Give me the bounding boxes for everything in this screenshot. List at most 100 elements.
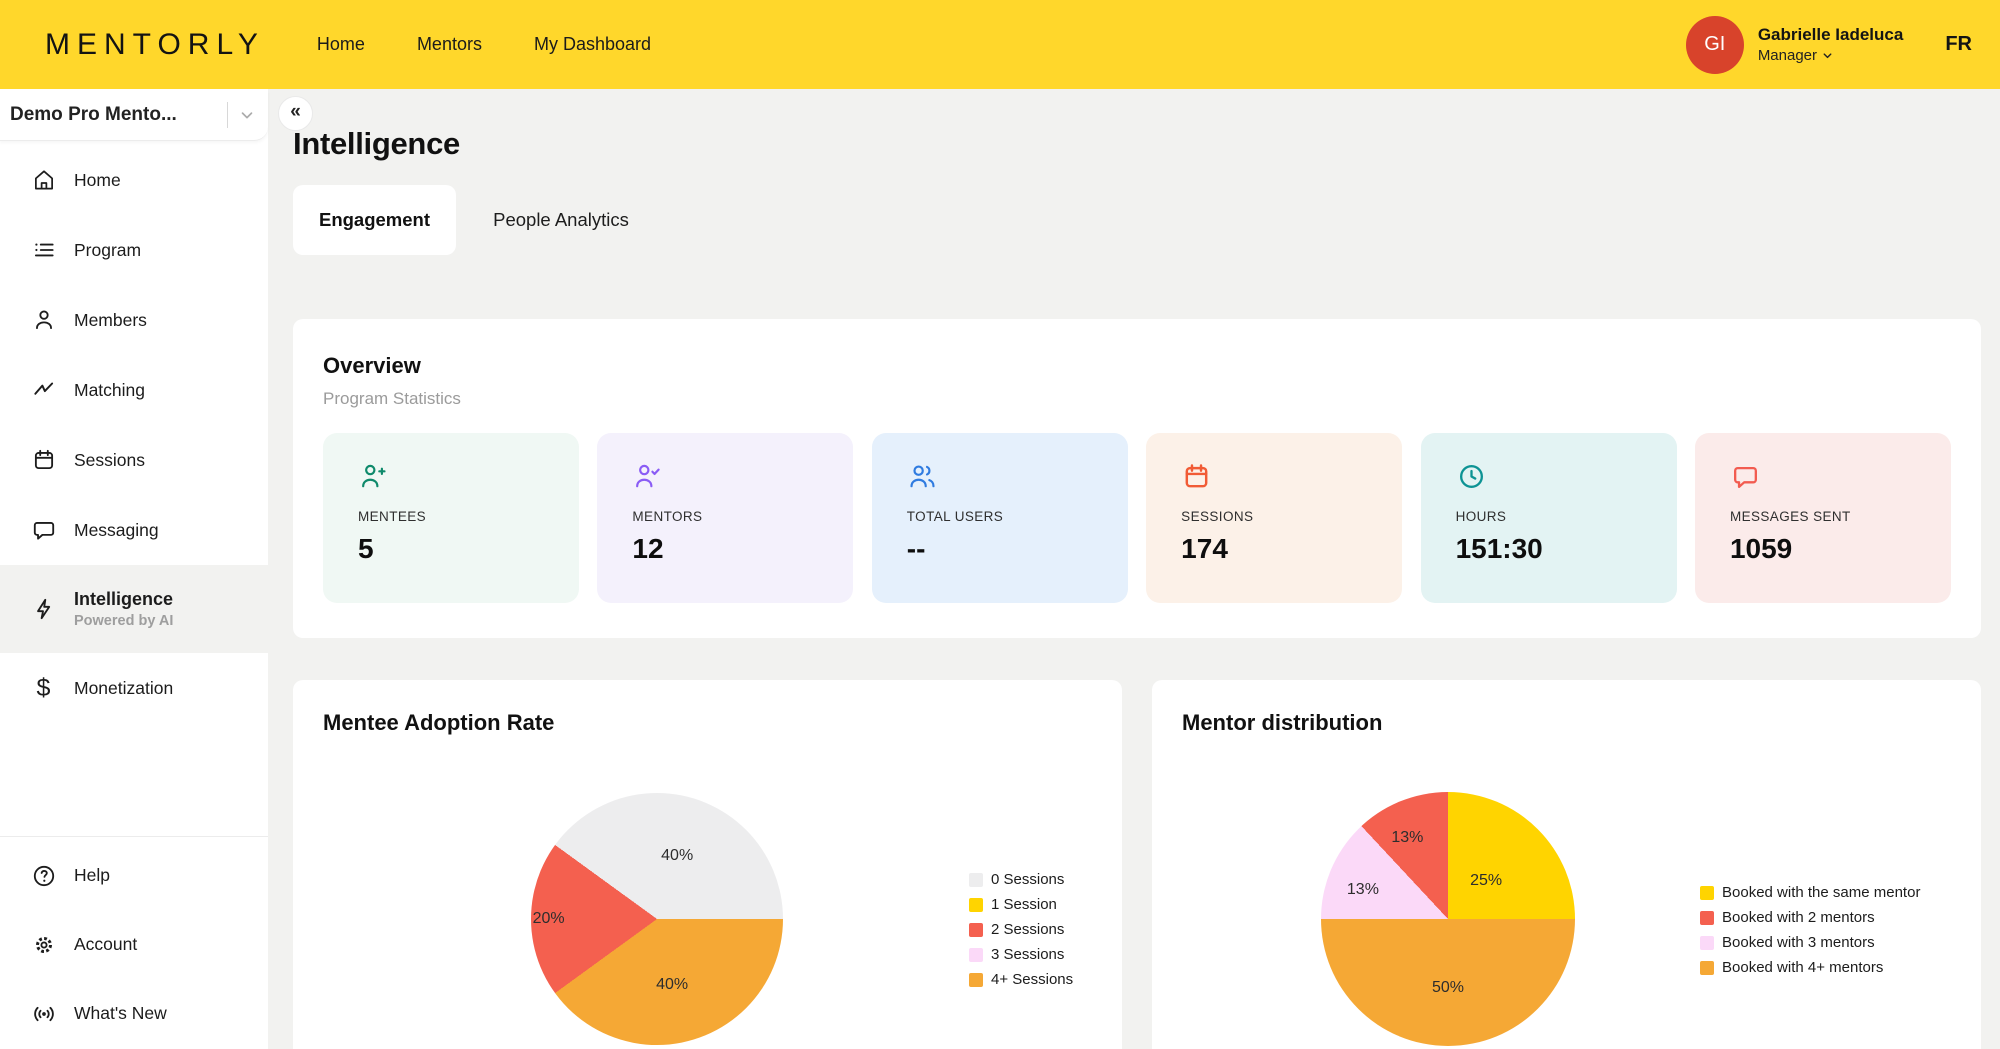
legend-swatch (969, 872, 983, 887)
language-toggle[interactable]: FR (1945, 33, 1972, 55)
sidebar-item-help[interactable]: Help (0, 841, 268, 910)
legend-item-same-mentor[interactable]: Booked with the same mentor (1700, 884, 1920, 901)
sidebar-item-monetization[interactable]: $ Monetization (0, 653, 268, 723)
nav-link-my-dashboard[interactable]: My Dashboard (533, 34, 652, 54)
pie-slice-label: 40% (656, 975, 689, 993)
program-name: Demo Pro Mento... (10, 103, 177, 125)
legend-item-4plus-mentors[interactable]: Booked with 4+ mentors (1700, 959, 1920, 976)
overview-subtitle: Program Statistics (323, 389, 461, 408)
sidebar-footer: Help Account What's New (0, 836, 268, 1048)
stat-value: 5 (358, 533, 374, 564)
sidebar-collapse-button[interactable]: « (278, 96, 313, 131)
pie-slice-label: 25% (1470, 871, 1503, 889)
legend-swatch (969, 972, 983, 987)
user-menu[interactable]: Gabrielle Iadeluca Manager (1758, 25, 1904, 64)
sidebar-item-account[interactable]: Account (0, 910, 268, 979)
legend-item-0-sessions[interactable]: 0 Sessions (969, 871, 1073, 888)
top-navbar: MENTORLY Home Mentors My Dashboard GI Ga… (0, 0, 2000, 89)
legend-item-1-session[interactable]: 1 Session (969, 896, 1073, 913)
chevron-down-icon (1821, 49, 1834, 62)
stat-label: SESSIONS (1181, 509, 1254, 524)
legend-label: 1 Session (991, 896, 1057, 913)
messaging-icon (30, 517, 57, 544)
sidebar-item-label: Help (74, 865, 110, 885)
legend-label: 3 Sessions (991, 946, 1065, 963)
pie-slice-label: 40% (661, 847, 694, 864)
mentee-adoption-legend: 0 Sessions 1 Session 2 Sessions 3 Sessio… (969, 871, 1073, 988)
legend-item-2-mentors[interactable]: Booked with 2 mentors (1700, 909, 1920, 926)
nav-link-mentors[interactable]: Mentors (416, 34, 482, 54)
mentee-adoption-pie[interactable]: 40% 20% 40% (531, 793, 783, 1045)
help-icon (30, 862, 57, 889)
legend-item-3-sessions[interactable]: 3 Sessions (969, 946, 1073, 963)
chat-icon (1730, 461, 1951, 492)
sidebar-item-label: Intelligence (74, 589, 174, 609)
legend-label: Booked with the same mentor (1722, 884, 1921, 901)
person-check-icon (632, 461, 853, 492)
sidebar-item-members[interactable]: Members (0, 285, 268, 355)
legend-label: Booked with 2 mentors (1722, 909, 1875, 926)
user-role-dropdown[interactable]: Manager (1758, 47, 1904, 64)
sidebar-nav: Home Program Members Matching (0, 141, 268, 723)
sidebar-item-label: Members (74, 309, 147, 330)
members-icon (30, 307, 57, 334)
sidebar-item-home[interactable]: Home (0, 145, 268, 215)
monetization-icon: $ (36, 673, 51, 702)
mentee-adoption-title: Mentee Adoption Rate (323, 710, 555, 735)
intelligence-icon (30, 596, 57, 623)
intelligence-tabs: Engagement People Analytics (293, 185, 666, 255)
sidebar-item-messaging[interactable]: Messaging (0, 495, 268, 565)
pie-slice-label: 13% (1346, 880, 1379, 898)
legend-label: Booked with 3 mentors (1722, 934, 1875, 951)
legend-swatch (969, 947, 983, 962)
tab-people-analytics[interactable]: People Analytics (493, 209, 629, 230)
sidebar-item-intelligence[interactable]: Intelligence Powered by AI (0, 565, 268, 653)
stat-value: -- (906, 533, 926, 564)
stat-tile-mentees: MENTEES 5 (323, 433, 579, 603)
stat-tile-hours: HOURS 151:30 (1420, 433, 1677, 603)
stat-value: 12 (632, 533, 664, 564)
user-name: Gabrielle Iadeluca (1757, 25, 1904, 44)
mentorly-logo[interactable]: MENTORLY (45, 27, 265, 61)
pie-slice-label: 50% (1431, 978, 1465, 996)
legend-item-4plus-sessions[interactable]: 4+ Sessions (969, 971, 1073, 988)
user-role-label: Manager (1757, 47, 1818, 64)
legend-label: 0 Sessions (991, 871, 1065, 888)
stat-value: 174 (1181, 533, 1228, 564)
legend-item-2-sessions[interactable]: 2 Sessions (969, 921, 1073, 938)
sessions-icon (30, 447, 57, 474)
sidebar-item-label: Account (74, 934, 138, 954)
sidebar-item-label: Home (74, 169, 121, 190)
stat-tile-mentors: MENTORS 12 (597, 433, 854, 603)
sidebar: Demo Pro Mento... Home Program (0, 89, 268, 1049)
mentor-distribution-card: Mentor distribution 25% 13% 13% 50% Book… (1152, 680, 1981, 1049)
legend-swatch (1700, 910, 1714, 925)
legend-item-3-mentors[interactable]: Booked with 3 mentors (1700, 934, 1920, 951)
program-selector[interactable]: Demo Pro Mento... (0, 89, 268, 141)
mentor-distribution-pie[interactable]: 25% 13% 13% 50% (1321, 792, 1575, 1046)
account-icon (30, 931, 57, 958)
legend-swatch (1700, 960, 1714, 975)
avatar[interactable]: GI (1685, 15, 1744, 74)
pie-slice-label: 13% (1391, 828, 1424, 846)
sidebar-item-whats-new[interactable]: What's New (0, 979, 268, 1048)
overview-title: Overview (323, 353, 421, 378)
sidebar-item-program[interactable]: Program (0, 215, 268, 285)
sidebar-item-sublabel: Powered by AI (74, 613, 174, 629)
legend-swatch (1700, 885, 1714, 900)
sidebar-item-sessions[interactable]: Sessions (0, 425, 268, 495)
sidebar-item-label: Messaging (74, 519, 159, 540)
pie-slice-label: 20% (532, 910, 565, 927)
home-icon (30, 167, 57, 194)
mentee-adoption-card: Mentee Adoption Rate 40% 20% 40% 0 Sessi… (293, 680, 1122, 1049)
nav-link-home[interactable]: Home (316, 34, 365, 54)
legend-swatch (969, 922, 983, 937)
tab-engagement[interactable]: Engagement (293, 185, 456, 255)
chevron-down-icon[interactable] (238, 106, 256, 124)
sidebar-item-matching[interactable]: Matching (0, 355, 268, 425)
calendar-icon (1181, 461, 1402, 492)
stat-value: 1059 (1729, 533, 1793, 564)
sidebar-item-label: Sessions (74, 449, 146, 470)
legend-swatch (969, 897, 983, 912)
